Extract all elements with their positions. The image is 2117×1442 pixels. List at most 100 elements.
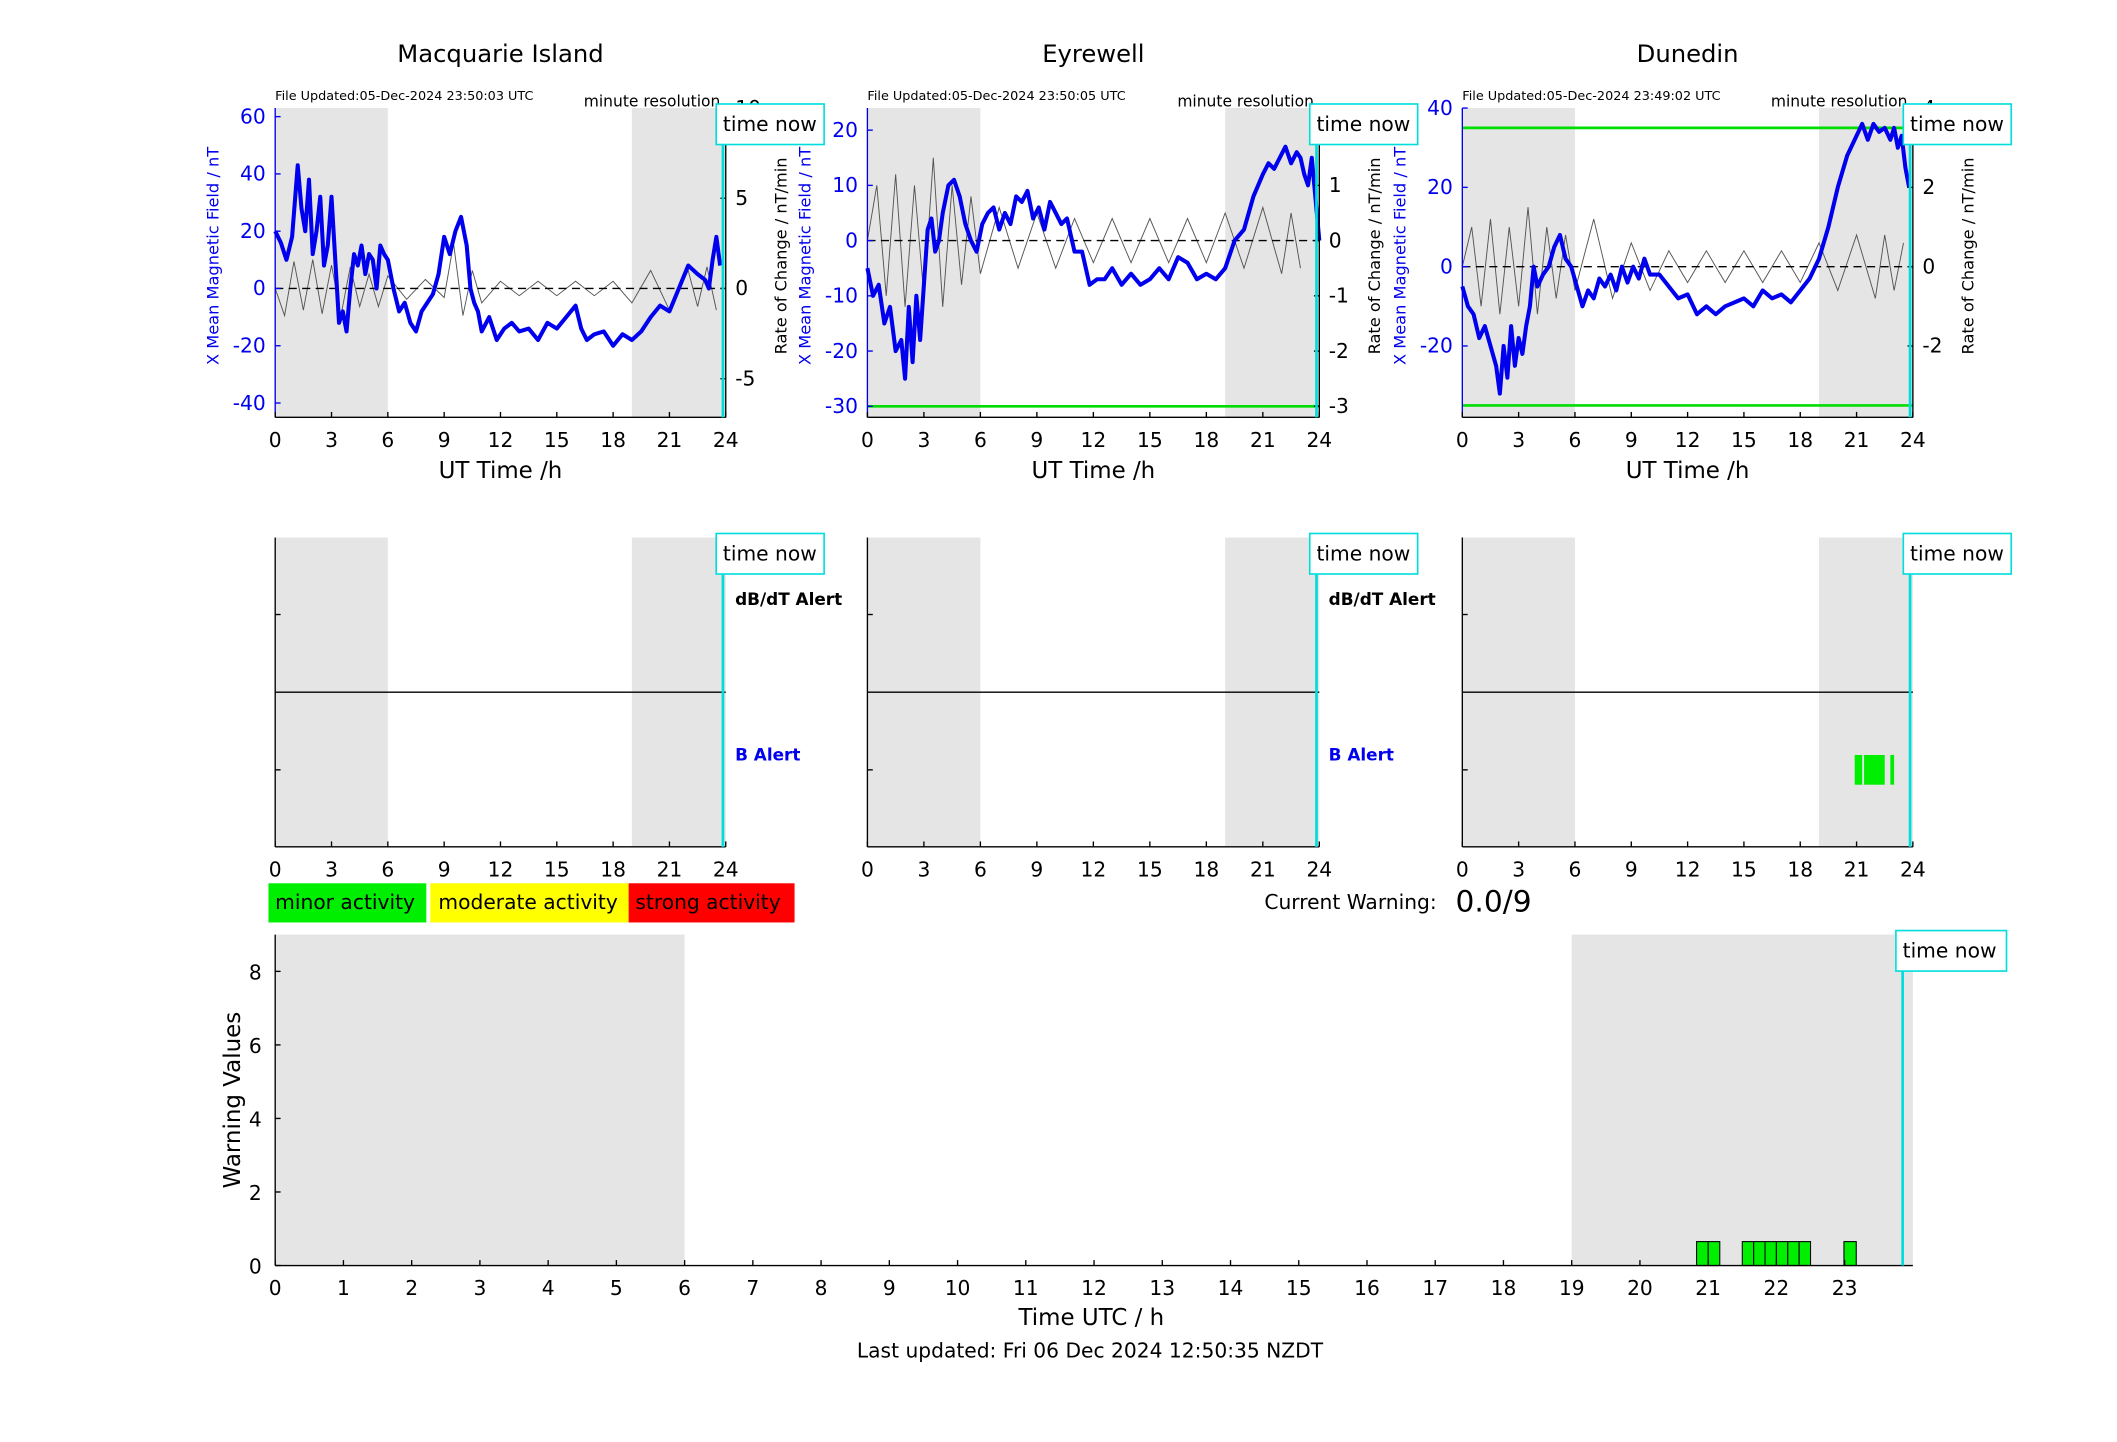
x-tick-label: 10	[945, 1276, 971, 1300]
y-right-tick-label: -3	[1329, 394, 1349, 418]
x-tick-label: 9	[1030, 858, 1043, 882]
warning-values-chart: 0 1 2 3 4 5 6 7 8 9 10 11 12 13 14 15 16 17 18 19 20 21 22 2302…	[220, 929, 2008, 1331]
y-axis-label: X Mean Magnetic Field / nT	[1391, 147, 1410, 365]
y-tick-label: 4	[249, 1108, 262, 1132]
magnetic-field-line	[273, 163, 723, 348]
x-tick-label: 6	[974, 858, 987, 882]
y-tick-label: 8	[249, 960, 262, 984]
b-alert-label: B Alert	[735, 744, 800, 764]
x-tick-label: 3	[1512, 428, 1525, 452]
x-tick-label: 12	[488, 858, 514, 882]
x-axis-label: Time UTC / h	[1018, 1305, 1165, 1331]
night-shading	[1819, 108, 1913, 418]
rate-of-change-line	[274, 243, 717, 318]
x-tick-label: 0	[269, 428, 282, 452]
x-tick-label: 18	[1193, 428, 1219, 452]
x-tick-label: 19	[1559, 1276, 1585, 1300]
x-tick-label: 3	[325, 858, 338, 882]
warning-bar	[1741, 1241, 1755, 1267]
y-right-axis-label: Rate of Change / nT/min	[771, 157, 790, 354]
magnetic-field-line	[865, 144, 1322, 381]
x-tick-label: 0	[861, 858, 874, 882]
y-axis-label: X Mean Magnetic Field / nT	[204, 147, 223, 365]
dunedin-alert-chart: 0 3 6 9 12 15 18 21 24 time now	[1456, 532, 2013, 882]
eyrewell-magnetometer-chart: 03691215182124-30-20-1001020-3-2-1012Eyr…	[796, 39, 1419, 484]
y-right-tick-label: -1	[1329, 284, 1349, 308]
legend-swatch-minor	[268, 883, 427, 923]
resolution-label: minute resolution	[584, 93, 721, 111]
eyrewell-alert-chart: 0 3 6 9 12 15 18 21 24 dB/dT Alert B Alert time now	[861, 532, 1436, 882]
x-tick-label: 14	[1218, 1276, 1244, 1300]
x-tick-label: 0	[269, 1276, 282, 1300]
x-tick-label: 23	[1832, 1276, 1858, 1300]
night-shading	[1225, 108, 1320, 418]
warning-bar	[1787, 1241, 1800, 1267]
warning-bar	[1764, 1241, 1777, 1267]
warning-bar	[1798, 1241, 1812, 1267]
y-right-tick-label: 5	[735, 186, 748, 210]
x-tick-label: 15	[1137, 428, 1163, 452]
x-tick-label: 16	[1354, 1276, 1380, 1300]
legend-swatch-strong	[628, 883, 795, 923]
y-right-tick-label: 0	[1329, 228, 1342, 252]
y-right-tick-label: 1	[1329, 173, 1342, 197]
x-tick-label: 20	[1627, 1276, 1653, 1300]
x-tick-label: 21	[1250, 858, 1276, 882]
x-tick-label: 12	[1675, 428, 1701, 452]
y-tick-label: 20	[832, 118, 858, 142]
y-tick-label: 40	[240, 162, 266, 186]
y-tick-label: 0	[1440, 254, 1453, 278]
current-warning-label: Current Warning:	[1264, 890, 1436, 914]
legend-label-moderate: moderate activity	[438, 890, 617, 914]
x-tick-label: 21	[1250, 428, 1276, 452]
x-tick-label: 6	[381, 428, 394, 452]
x-tick-label: 3	[473, 1276, 486, 1300]
x-tick-label: 15	[1731, 858, 1757, 882]
x-tick-label: 18	[1491, 1276, 1517, 1300]
warning-bar	[1707, 1241, 1721, 1267]
time-now-box	[1902, 103, 2013, 146]
activity-legend: minor activity moderate activity strong …	[268, 883, 795, 923]
x-tick-label: 6	[1569, 428, 1582, 452]
warning-bar	[1775, 1241, 1789, 1267]
x-tick-label: 12	[1675, 858, 1701, 882]
x-tick-label: 6	[381, 858, 394, 882]
warning-bar	[1843, 1241, 1857, 1267]
x-tick-label: 5	[610, 1276, 623, 1300]
macquarie-magnetometer-chart: 03691215182124-40-200204060-50510Macquar…	[204, 39, 825, 484]
time-now-box	[715, 103, 825, 146]
x-tick-label: 0	[861, 428, 874, 452]
dbdt-alert-label: dB/dT Alert	[1329, 589, 1436, 609]
warning-bar	[1753, 1241, 1766, 1267]
y-right-tick-label: -2	[1922, 334, 1942, 358]
y-right-axis-label: Rate of Change / nT/min	[1959, 157, 1978, 354]
legend-label-minor: minor activity	[275, 890, 415, 914]
y-right-axis-label: Rate of Change / nT/min	[1365, 157, 1384, 354]
x-tick-label: 21	[1844, 428, 1870, 452]
x-tick-label: 22	[1764, 1276, 1790, 1300]
magnetic-field-line	[1460, 121, 1912, 396]
y-tick-label: 0	[253, 276, 266, 300]
macquarie-alert-chart: 0 3 6 9 12 15 18 21 24 dB/dT Alert B Alert time now	[269, 532, 842, 882]
x-tick-label: 3	[917, 858, 930, 882]
y-axis-label: Warning Values	[220, 1012, 246, 1189]
warning-bar	[1696, 1241, 1709, 1267]
legend-swatch-moderate	[430, 883, 629, 923]
time-now-label: time now	[1903, 939, 1997, 963]
x-tick-label: 4	[542, 1276, 555, 1300]
night-shading	[1462, 108, 1575, 418]
x-tick-label: 24	[1900, 858, 1926, 882]
x-tick-label: 24	[1306, 858, 1332, 882]
x-tick-label: 18	[1787, 858, 1813, 882]
x-tick-label: 21	[1844, 858, 1870, 882]
x-tick-label: 0	[1456, 858, 1469, 882]
y-tick-label: 20	[1427, 175, 1453, 199]
x-tick-label: 15	[544, 858, 570, 882]
file-updated: File Updated:05-Dec-2024 23:50:05 UTC	[867, 89, 1125, 104]
y-tick-label: -40	[233, 391, 266, 415]
x-tick-label: 15	[1137, 858, 1163, 882]
x-tick-label: 9	[1625, 858, 1638, 882]
